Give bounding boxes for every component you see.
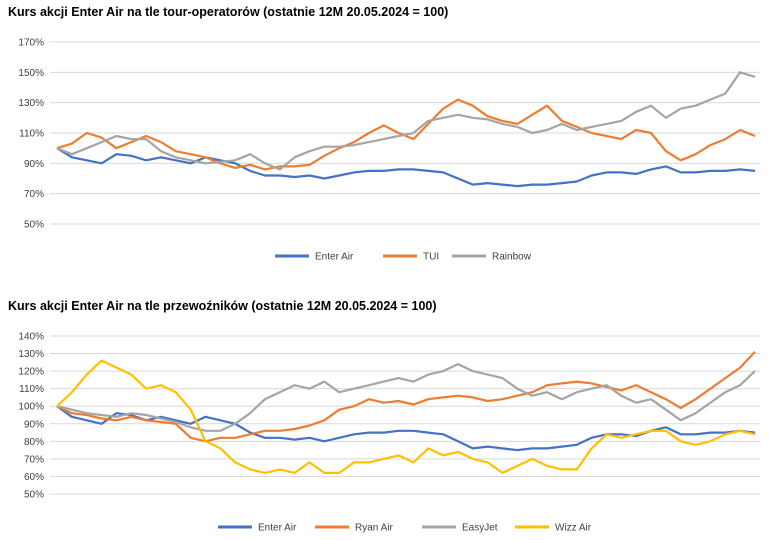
y-tick-label: 110% [19, 129, 44, 140]
y-tick-label: 170% [18, 38, 44, 49]
series-line-easyjet [56, 363, 756, 432]
y-tick-label: 100% [18, 402, 44, 413]
y-tick-label: 130% [18, 349, 44, 360]
y-tick-label: 70% [24, 454, 44, 465]
y-tick-label: 60% [24, 472, 44, 483]
series-line-enter-air [56, 147, 756, 188]
chart-2: 50% 60% 70% 80% 90% 100% 110% 120% 130% 140% Enter… [18, 332, 760, 534]
legend-label: Enter Air [315, 252, 354, 263]
series-line-enter-air [56, 405, 756, 452]
legend-label: TUI [423, 252, 439, 263]
y-tick-label: 50% [24, 220, 44, 231]
y-tick-label: 70% [24, 189, 44, 200]
y-tick-label: 90% [24, 419, 44, 430]
y-tick-label: 80% [24, 437, 44, 448]
chart-1: 50% 70% 90% 110% 130% 150% 170% Enter Air TUI Rai… [18, 38, 760, 263]
legend-label: EasyJet [462, 523, 498, 534]
y-tick-label: 50% [24, 490, 44, 501]
series-line-wizz-air [56, 359, 756, 474]
series-line-rainbow [56, 71, 756, 171]
y-tick-label: 140% [18, 332, 44, 343]
series-line-ryan-air [56, 351, 756, 443]
y-tick-label: 130% [18, 98, 44, 109]
series-line-tui [56, 98, 756, 171]
y-tick-label: 110% [19, 384, 44, 395]
legend-label: Wizz Air [555, 523, 592, 534]
legend-label: Rainbow [492, 252, 532, 263]
legend-label: Enter Air [258, 523, 297, 534]
legend-label: Ryan Air [355, 523, 393, 534]
y-tick-label: 120% [18, 367, 44, 378]
chart-title-tour-operators: Kurs akcji Enter Air na tle tour-operato… [8, 5, 449, 19]
y-tick-label: 90% [24, 159, 44, 170]
chart-title-carriers: Kurs akcji Enter Air na tle przewoźników… [8, 299, 437, 313]
y-tick-label: 150% [18, 68, 44, 79]
